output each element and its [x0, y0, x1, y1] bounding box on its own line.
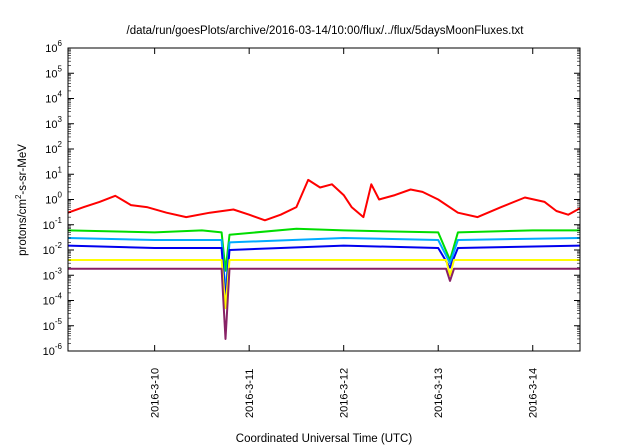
plot-frame	[67, 47, 581, 352]
x-axis-label: Coordinated Universal Time (UTC)	[236, 433, 413, 445]
y-tick-label: 105	[45, 64, 62, 80]
x-tick-label: 2016-3-13	[433, 368, 445, 418]
y-tick-label-exponent: -5	[55, 317, 63, 326]
x-tick-label: 2016-3-11	[244, 369, 256, 418]
y-tick-label-exponent: -3	[55, 266, 63, 275]
y-tick-label-base: 10	[43, 270, 55, 282]
y-tick-label: 101	[45, 165, 62, 181]
y-tick-label-exponent: -2	[55, 241, 63, 250]
y-tick-label-base: 10	[45, 119, 57, 131]
y-tick-label-exponent: -1	[55, 216, 63, 225]
y-tick-label: 100	[45, 191, 62, 207]
y-tick-label-base: 10	[45, 68, 57, 80]
x-axis: 2016-3-10 2016-3-11 2016-3-12 2016-3-13 2016…	[150, 48, 540, 418]
y-axis-label: protons/cm2-s-sr-MeV	[14, 144, 29, 256]
y-tick-label-exponent: -4	[55, 292, 63, 301]
series-line-5	[68, 259, 580, 310]
y-axis-label-main: protons/cm	[17, 199, 29, 256]
y-axis: 10-610-510-410-310-210-11001011021031041…	[43, 39, 580, 358]
y-tick-label: 10-4	[43, 292, 63, 308]
series-layer	[67, 178, 581, 340]
y-tick-label: 10-1	[43, 216, 63, 232]
x-tick-label: 2016-3-12	[339, 368, 351, 418]
y-tick-label: 10-6	[43, 342, 63, 358]
y-tick-label-exponent: 4	[58, 90, 63, 99]
series-line-4	[67, 244, 581, 302]
y-tick-label-base: 10	[45, 144, 57, 156]
series-line-2	[67, 227, 580, 272]
y-tick-label-exponent: 1	[58, 165, 63, 174]
series-line-3	[67, 237, 581, 294]
y-tick-label-base: 10	[45, 195, 57, 207]
y-tick-label-exponent: 2	[58, 140, 63, 149]
x-tick-label: 2016-3-14	[528, 368, 540, 418]
y-tick-label-base: 10	[45, 94, 57, 106]
y-tick-label-exponent: 3	[58, 115, 63, 124]
y-tick-label-base: 10	[45, 169, 57, 181]
y-tick-label: 10-3	[43, 266, 63, 282]
y-tick-label-base: 10	[43, 346, 55, 358]
y-tick-label: 104	[45, 90, 62, 106]
y-tick-label-base: 10	[43, 220, 55, 232]
x-tick-label: 2016-3-10	[150, 368, 162, 418]
y-tick-label-exponent: 0	[58, 191, 63, 200]
y-tick-label: 103	[45, 115, 62, 131]
y-tick-label: 106	[45, 39, 62, 55]
y-axis-label-sup: 2	[14, 194, 23, 199]
y-tick-label: 10-2	[43, 241, 63, 257]
y-tick-label-exponent: 5	[58, 64, 63, 73]
series-line-6	[68, 267, 580, 340]
y-tick-label-exponent: 6	[58, 39, 63, 48]
y-axis-label-rest: -s-sr-MeV	[17, 144, 29, 195]
y-tick-label: 102	[45, 140, 62, 156]
y-tick-label-base: 10	[45, 43, 57, 55]
y-tick-label: 10-5	[43, 317, 63, 333]
y-tick-label-base: 10	[43, 296, 55, 308]
chart-title: /data/run/goesPlots/archive/2016-03-14/1…	[127, 25, 525, 37]
series-line-1	[67, 178, 581, 222]
y-tick-label-base: 10	[43, 321, 55, 333]
y-tick-label-base: 10	[43, 245, 55, 257]
y-tick-label-exponent: -6	[55, 342, 63, 351]
